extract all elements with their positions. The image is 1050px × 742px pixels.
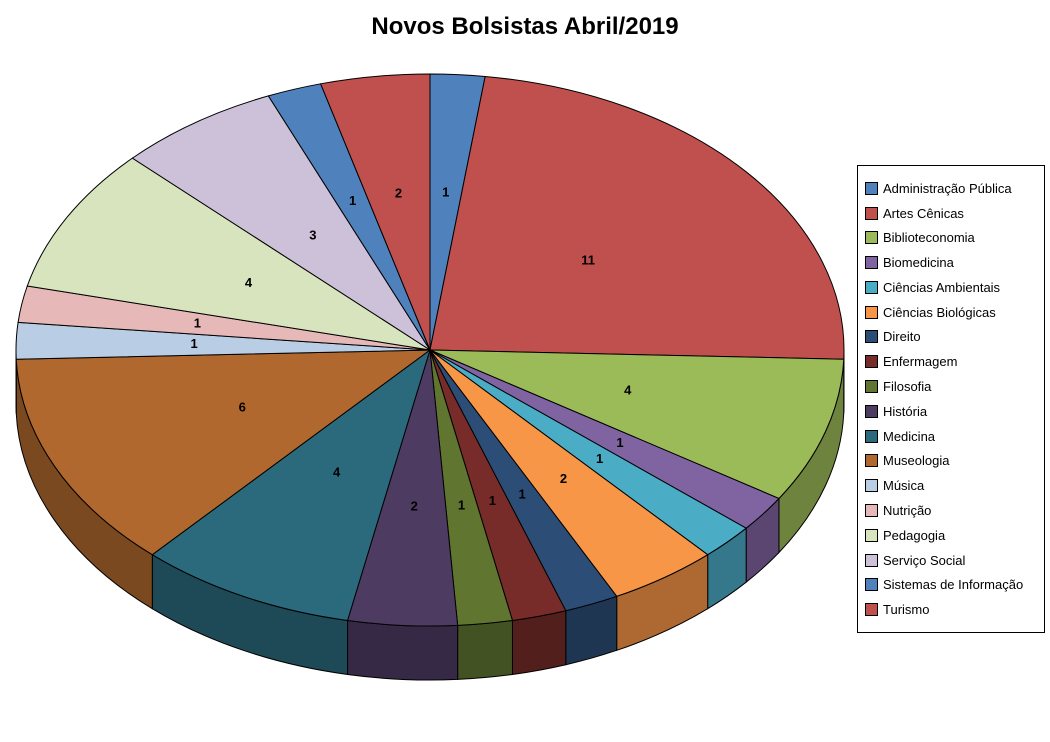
pie-slice <box>15 349 432 556</box>
slice-label: 1 <box>194 315 201 330</box>
legend-swatch <box>865 479 878 493</box>
legend-label: Biblioteconomia <box>883 230 975 246</box>
legend-item: Artes Cênicas <box>865 206 1042 221</box>
slice-label: 3 <box>309 228 316 243</box>
legend-label: Sistemas de Informação <box>883 577 1024 593</box>
legend-swatch <box>865 429 878 443</box>
legend-label: Pedagogia <box>883 527 946 543</box>
slice-label: 1 <box>349 193 356 208</box>
legend-item: Pedagogia <box>865 528 1042 543</box>
slice-label: 1 <box>442 184 449 199</box>
slice-label: 4 <box>245 275 253 290</box>
legend-item: Turismo <box>865 602 1042 617</box>
legend-label: Medicina <box>883 428 936 444</box>
legend-label: Música <box>883 478 925 494</box>
legend-swatch <box>865 305 878 319</box>
legend-swatch <box>865 256 878 270</box>
legend-item: Direito <box>865 329 1042 344</box>
legend-swatch <box>865 454 878 468</box>
pie-slice <box>26 157 431 351</box>
legend-swatch <box>865 603 878 617</box>
legend-label: Ciências Biológicas <box>883 304 996 320</box>
legend-swatch <box>865 578 878 592</box>
legend-swatch <box>865 280 878 294</box>
slice-label: 2 <box>411 498 418 513</box>
legend-swatch <box>865 206 878 220</box>
pie-slice-wall <box>347 619 459 681</box>
legend-label: Serviço Social <box>883 552 966 568</box>
legend-swatch <box>865 553 878 567</box>
legend-label: Biomedicina <box>883 255 954 271</box>
slice-label: 1 <box>519 486 526 501</box>
pie-slice <box>429 75 845 360</box>
legend-swatch <box>865 231 878 245</box>
legend-item: Biomedicina <box>865 255 1042 270</box>
legend-label: Filosofia <box>883 379 932 395</box>
pie-slice-wall <box>457 619 513 680</box>
slice-label: 11 <box>581 252 595 267</box>
slice-label: 2 <box>395 186 402 201</box>
legend-item: Nutrição <box>865 503 1042 518</box>
pie-slice <box>429 349 845 500</box>
pie-slice <box>319 73 431 351</box>
legend-label: Direito <box>883 329 921 345</box>
legend-label: Ciências Ambientais <box>883 279 1001 295</box>
legend-item: História <box>865 404 1042 419</box>
legend-item: Filosofia <box>865 379 1042 394</box>
legend: Administração Pública Artes Cênicas Biblio… <box>857 165 1045 633</box>
chart-title: Novos Bolsistas Abril/2019 <box>371 13 679 40</box>
legend-swatch <box>865 330 878 344</box>
slice-label: 4 <box>624 382 632 397</box>
legend-label: Museologia <box>883 453 950 469</box>
slice-label: 1 <box>616 435 623 450</box>
legend-label: Artes Cênicas <box>883 205 964 221</box>
legend-label: Turismo <box>883 602 930 618</box>
slice-label: 6 <box>239 400 246 415</box>
slice-label: 1 <box>489 493 496 508</box>
legend-item: Museologia <box>865 453 1042 468</box>
slice-label: 4 <box>333 465 341 480</box>
legend-swatch <box>865 528 878 542</box>
legend-item: Serviço Social <box>865 553 1042 568</box>
slice-label: 2 <box>560 471 567 486</box>
legend-item: Sistemas de Informação <box>865 577 1042 592</box>
legend-item: Biblioteconomia <box>865 230 1042 245</box>
legend-item: Ciências Biológicas <box>865 305 1042 320</box>
legend-label: História <box>883 403 928 419</box>
legend-item: Ciências Ambientais <box>865 280 1042 295</box>
legend-swatch <box>865 355 878 369</box>
legend-label: Administração Pública <box>883 180 1012 196</box>
legend-swatch <box>865 503 878 517</box>
legend-item: Administração Pública <box>865 181 1042 196</box>
pie-slice-wall <box>511 610 567 676</box>
legend-item: Música <box>865 478 1042 493</box>
slice-label: 1 <box>458 497 465 512</box>
legend-swatch <box>865 380 878 394</box>
legend-label: Enfermagem <box>883 354 958 370</box>
legend-item: Medicina <box>865 429 1042 444</box>
slice-label: 1 <box>596 451 603 466</box>
pie-slice <box>131 95 431 351</box>
legend-item: Enfermagem <box>865 354 1042 369</box>
slice-label: 1 <box>191 336 198 351</box>
pie-slice <box>151 348 431 622</box>
legend-label: Nutrição <box>883 502 932 518</box>
legend-swatch <box>865 404 878 418</box>
legend-swatch <box>865 181 878 195</box>
